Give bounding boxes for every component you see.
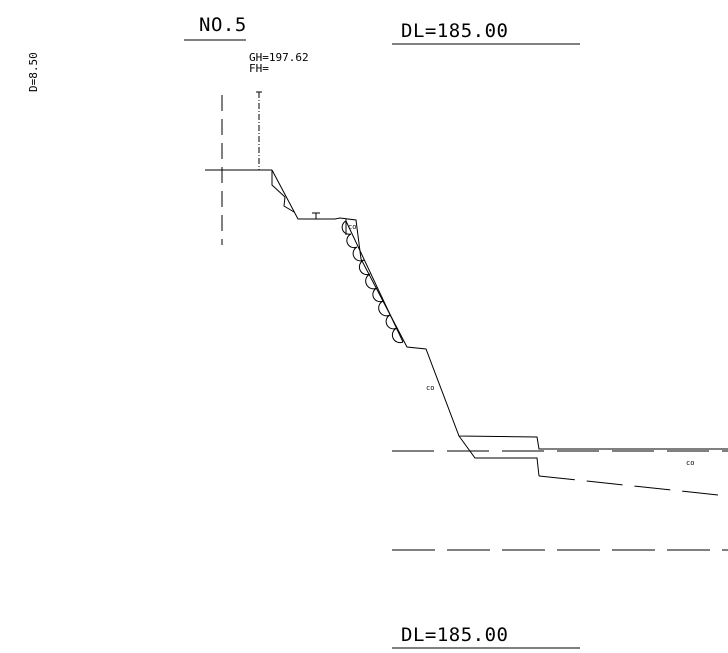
station-label: NO.5 bbox=[199, 14, 247, 36]
ground-height-label: GH=197.62 bbox=[249, 51, 309, 64]
co-slope-label: co bbox=[426, 384, 435, 392]
co-upper-label: co bbox=[348, 223, 357, 231]
slope-hatch-1 bbox=[271, 170, 286, 198]
ground-profile bbox=[271, 169, 728, 450]
lower-layer-dashed bbox=[538, 475, 728, 497]
formation-height-label: FH= bbox=[249, 62, 269, 75]
co-right-label: co bbox=[686, 459, 695, 467]
lower-layer-line bbox=[458, 435, 540, 477]
slope-hatch-2 bbox=[283, 196, 295, 213]
slope-protection-arcs bbox=[341, 220, 404, 344]
datum-top-label: DL=185.00 bbox=[401, 20, 509, 42]
depth-label: D=8.50 bbox=[27, 52, 40, 92]
slope-protection-edge bbox=[345, 220, 404, 343]
datum-bottom-label: DL=185.00 bbox=[401, 624, 509, 646]
